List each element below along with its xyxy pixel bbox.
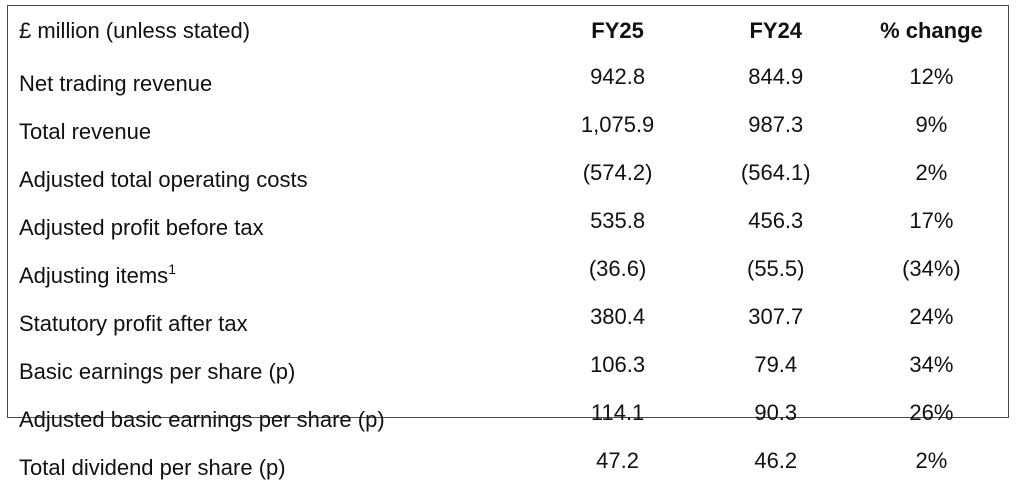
cell-fy25: (36.6) (588, 256, 647, 281)
cell-fy24: 987.3 (748, 112, 804, 137)
cell-fy25: 535.8 (590, 208, 646, 233)
row-label: Total dividend per share (p) (8, 440, 539, 488)
cell-fy24: (55.5) (747, 256, 805, 281)
header-fy24: FY24 (749, 18, 803, 43)
cell-fy24: 307.7 (748, 304, 804, 329)
cell-fy24: 79.4 (754, 352, 798, 377)
row-label-text: Adjusted basic earnings per share (p) (19, 407, 385, 432)
row-label-text: Total revenue (19, 119, 152, 144)
table-row: Total revenue 1,075.9 987.3 9% (8, 104, 1008, 152)
row-label: Adjusted profit before tax (8, 200, 539, 248)
cell-percent-change: 2% (915, 448, 948, 473)
header-percent-change: % change (880, 18, 983, 43)
cell-percent-change: 2% (915, 160, 948, 185)
row-label-text: Adjusted total operating costs (19, 167, 308, 192)
row-label: Basic earnings per share (p) (8, 344, 539, 392)
table-header-row: £ million (unless stated) FY25 FY24 % ch… (8, 6, 1008, 56)
cell-fy24: 90.3 (754, 400, 798, 425)
cell-fy24: 46.2 (754, 448, 798, 473)
cell-fy25: 942.8 (590, 64, 646, 89)
table-row: Total dividend per share (p) 47.2 46.2 2… (8, 440, 1008, 488)
table-row: Adjusted basic earnings per share (p) 11… (8, 392, 1008, 440)
cell-percent-change: (34%) (902, 256, 961, 281)
table-row: Adjusted profit before tax 535.8 456.3 1… (8, 200, 1008, 248)
row-label-text: Adjusted profit before tax (19, 215, 264, 240)
header-fy25: FY25 (591, 18, 644, 43)
cell-fy25: 47.2 (596, 448, 639, 473)
cell-fy25: 1,075.9 (580, 112, 655, 137)
cell-percent-change: 26% (909, 400, 954, 425)
cell-percent-change: 9% (915, 112, 948, 137)
row-label-text: Basic earnings per share (p) (19, 359, 296, 384)
row-label: Adjusted total operating costs (8, 152, 539, 200)
row-label: Net trading revenue (8, 56, 539, 104)
row-label: Adjusted basic earnings per share (p) (8, 392, 539, 440)
row-label-text: Adjusting items (19, 263, 169, 288)
table-row: Adjusting items1 (36.6) (55.5) (34%) (8, 248, 1008, 296)
row-label-text: Total dividend per share (p) (19, 455, 286, 480)
cell-percent-change: 17% (909, 208, 954, 233)
table-row: Statutory profit after tax 380.4 307.7 2… (8, 296, 1008, 344)
cell-percent-change: 24% (909, 304, 954, 329)
row-label-text: Net trading revenue (19, 71, 213, 96)
cell-fy25: (574.2) (582, 160, 653, 185)
header-unit-label: £ million (unless stated) (19, 18, 251, 43)
row-label: Statutory profit after tax (8, 296, 539, 344)
table-row: Net trading revenue 942.8 844.9 12% (8, 56, 1008, 104)
financial-summary-table-frame: £ million (unless stated) FY25 FY24 % ch… (7, 5, 1009, 479)
cell-fy24: 844.9 (748, 64, 804, 89)
cell-fy24: (564.1) (740, 160, 811, 185)
footnote-marker: 1 (168, 261, 176, 277)
table-row: Adjusted total operating costs (574.2) (… (8, 152, 1008, 200)
cell-fy25: 106.3 (590, 352, 646, 377)
cell-fy25: 380.4 (590, 304, 646, 329)
table-row: Basic earnings per share (p) 106.3 79.4 … (8, 344, 1008, 392)
row-label-text: Statutory profit after tax (19, 311, 248, 336)
row-label: Adjusting items1 (8, 248, 539, 296)
cell-fy25: 114.1 (590, 400, 645, 425)
cell-percent-change: 34% (909, 352, 954, 377)
financial-summary-table: £ million (unless stated) FY25 FY24 % ch… (8, 6, 1008, 488)
cell-percent-change: 12% (909, 64, 954, 89)
cell-fy24: 456.3 (748, 208, 804, 233)
row-label: Total revenue (8, 104, 539, 152)
